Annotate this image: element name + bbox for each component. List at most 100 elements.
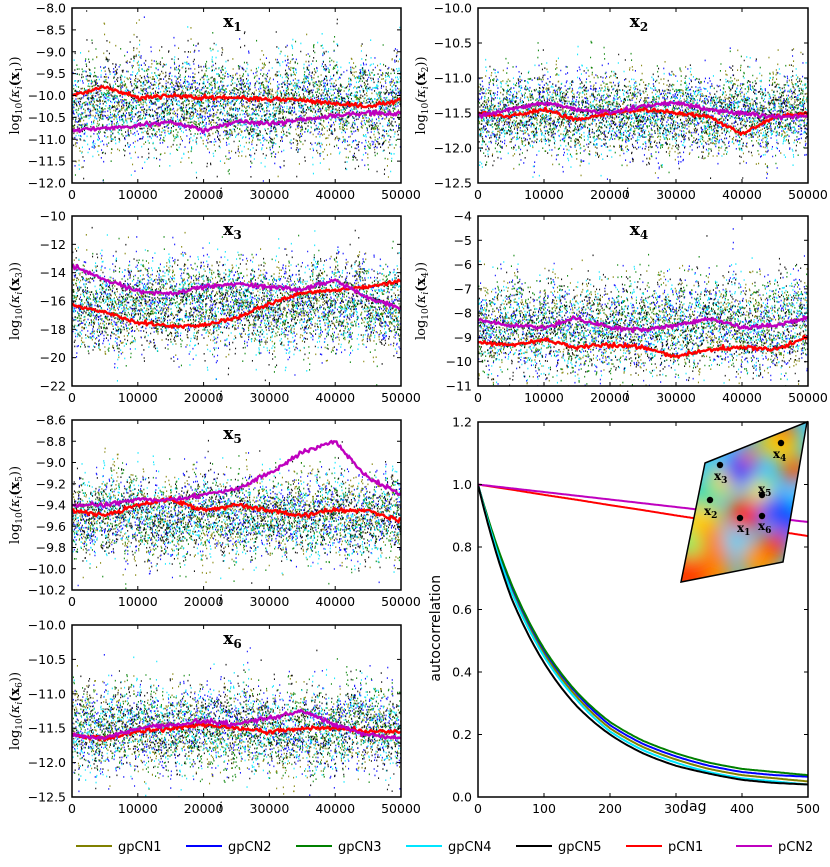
legend-item-gpCN1: gpCN1 <box>76 840 162 855</box>
legend-label: gpCN1 <box>118 840 162 855</box>
legend-item-gpCN3: gpCN3 <box>296 840 382 855</box>
y-tick-label: −11 <box>446 379 472 394</box>
x-tick-label: 50000 <box>788 187 828 202</box>
series-line-pCN1 <box>478 106 808 137</box>
plot-area <box>478 483 808 786</box>
x-tick-label: 30000 <box>250 594 290 609</box>
y-tick-label: −12.0 <box>434 141 472 156</box>
x-tick-label: 10000 <box>118 594 158 609</box>
x-tick-label: 50000 <box>381 801 421 816</box>
inset-point-label: x3 <box>714 469 727 486</box>
x-axis-label: i <box>218 186 222 201</box>
plot-area <box>72 226 401 386</box>
y-tick-label: −20 <box>40 350 66 365</box>
legend-label: gpCN5 <box>558 840 602 855</box>
y-axis-label: log10(κi(x2)) <box>414 56 431 134</box>
y-tick-label: −11.0 <box>28 686 66 701</box>
y-tick-label: −12.0 <box>28 176 66 191</box>
trace-panel-x2: x2 i log10(κi(x2)) <box>414 7 809 201</box>
series-line-pCN2 <box>478 100 808 121</box>
y-tick-label: −10.0 <box>28 88 66 103</box>
x-tick-label: 40000 <box>722 187 762 202</box>
panel-title: x6 <box>223 629 242 651</box>
x-tick-label: 100 <box>532 801 556 816</box>
panel-title: x2 <box>630 12 649 34</box>
x-tick-label: 20000 <box>590 390 630 405</box>
y-axis-label: log10(κi(x5)) <box>8 466 25 544</box>
y-tick-label: −10.5 <box>434 36 472 51</box>
legend-item-gpCN4: gpCN4 <box>406 840 492 855</box>
x-tick-label: 50000 <box>788 390 828 405</box>
y-axis-label: log10(κi(x3)) <box>8 262 25 340</box>
x-axis-label: i <box>218 389 222 404</box>
y-tick-label: −7 <box>454 281 472 296</box>
acf-line-gpCN3 <box>478 484 808 777</box>
x-tick-label: 0 <box>474 390 482 405</box>
inset-field-map: x1 x2 x3 x4 x5 x6 <box>680 420 808 583</box>
y-tick-label: 0.8 <box>452 540 472 555</box>
y-tick-label: −8.8 <box>36 434 66 449</box>
x-tick-label: 0 <box>68 390 76 405</box>
y-axis-label: autocorrelation <box>428 575 444 682</box>
x-tick-label: 10000 <box>524 187 564 202</box>
scatter-gpCN5 <box>478 49 808 179</box>
y-tick-label: −10.0 <box>28 561 66 576</box>
legend-item-gpCN2: gpCN2 <box>186 840 272 855</box>
y-tick-label: −14 <box>40 265 66 280</box>
y-tick-label: 0.2 <box>452 727 472 742</box>
x-tick-label: 0 <box>68 187 76 202</box>
x-tick-label: 400 <box>730 801 754 816</box>
plot-area <box>478 40 808 180</box>
x-tick-label: 20000 <box>184 594 224 609</box>
legend-label: gpCN4 <box>448 840 492 855</box>
y-tick-label: −10.0 <box>28 618 66 633</box>
x-tick-label: 50000 <box>381 594 421 609</box>
x-tick-label: 20000 <box>590 187 630 202</box>
scatter-gpCN3 <box>72 658 401 797</box>
y-axis-label: log10(κi(x1)) <box>8 56 25 134</box>
series-line-pCN2 <box>72 109 401 134</box>
y-tick-label: −11.5 <box>28 154 66 169</box>
inset-point-label: x2 <box>704 504 717 521</box>
y-tick-label: −11.5 <box>28 721 66 736</box>
y-tick-label: −6 <box>454 257 472 272</box>
panel-title: x4 <box>630 220 649 242</box>
legend-item-pCN1: pCN1 <box>626 840 703 855</box>
y-tick-label: 0.6 <box>452 602 472 617</box>
autocorrelation-panel: x1 x2 x3 x4 x5 x6 lag autocorrelation <box>428 420 809 815</box>
y-tick-label: −11.5 <box>434 106 472 121</box>
scatter-gpCN4 <box>72 26 401 176</box>
inset-point-label: x4 <box>773 447 786 464</box>
y-tick-label: −8.6 <box>36 413 66 428</box>
axes-frame <box>477 215 809 387</box>
series-line-pCN2 <box>72 708 401 741</box>
y-tick-label: 0.4 <box>452 665 472 680</box>
x-tick-label: 30000 <box>250 801 290 816</box>
trace-panel-x6: x6 i log10(κi(x6)) <box>8 624 402 815</box>
series-line-pCN2 <box>478 315 808 334</box>
panel-title: x1 <box>223 12 242 34</box>
axes-frame <box>477 7 809 184</box>
y-tick-label: −8.0 <box>36 1 66 16</box>
inset-point-x1 <box>736 514 744 522</box>
scatter-gpCN5 <box>72 649 401 792</box>
x-tick-label: 30000 <box>656 390 696 405</box>
scatter-gpCN4 <box>72 656 401 797</box>
inset-point-x5 <box>758 491 766 499</box>
y-tick-label: −22 <box>40 379 66 394</box>
y-tick-label: −12.5 <box>28 790 66 805</box>
y-tick-label: −16 <box>40 294 66 309</box>
x-axis-label: i <box>625 186 629 201</box>
y-tick-label: −9.6 <box>36 519 66 534</box>
plot-area <box>72 10 401 183</box>
y-tick-label: −12.0 <box>28 755 66 770</box>
legend: gpCN1 gpCN2 gpCN3 gpCN4 gpCN5 pCN1 pCN2 <box>76 840 813 855</box>
inset-point-x3 <box>716 461 724 469</box>
x-tick-label: 0 <box>474 187 482 202</box>
x-tick-label: 40000 <box>315 801 355 816</box>
scatter-gpCN4 <box>478 45 808 178</box>
x-tick-label: 200 <box>598 801 622 816</box>
inset-point-label: x5 <box>758 482 771 499</box>
x-tick-label: 10000 <box>118 390 158 405</box>
acf-line-gpCN4 <box>478 484 808 786</box>
